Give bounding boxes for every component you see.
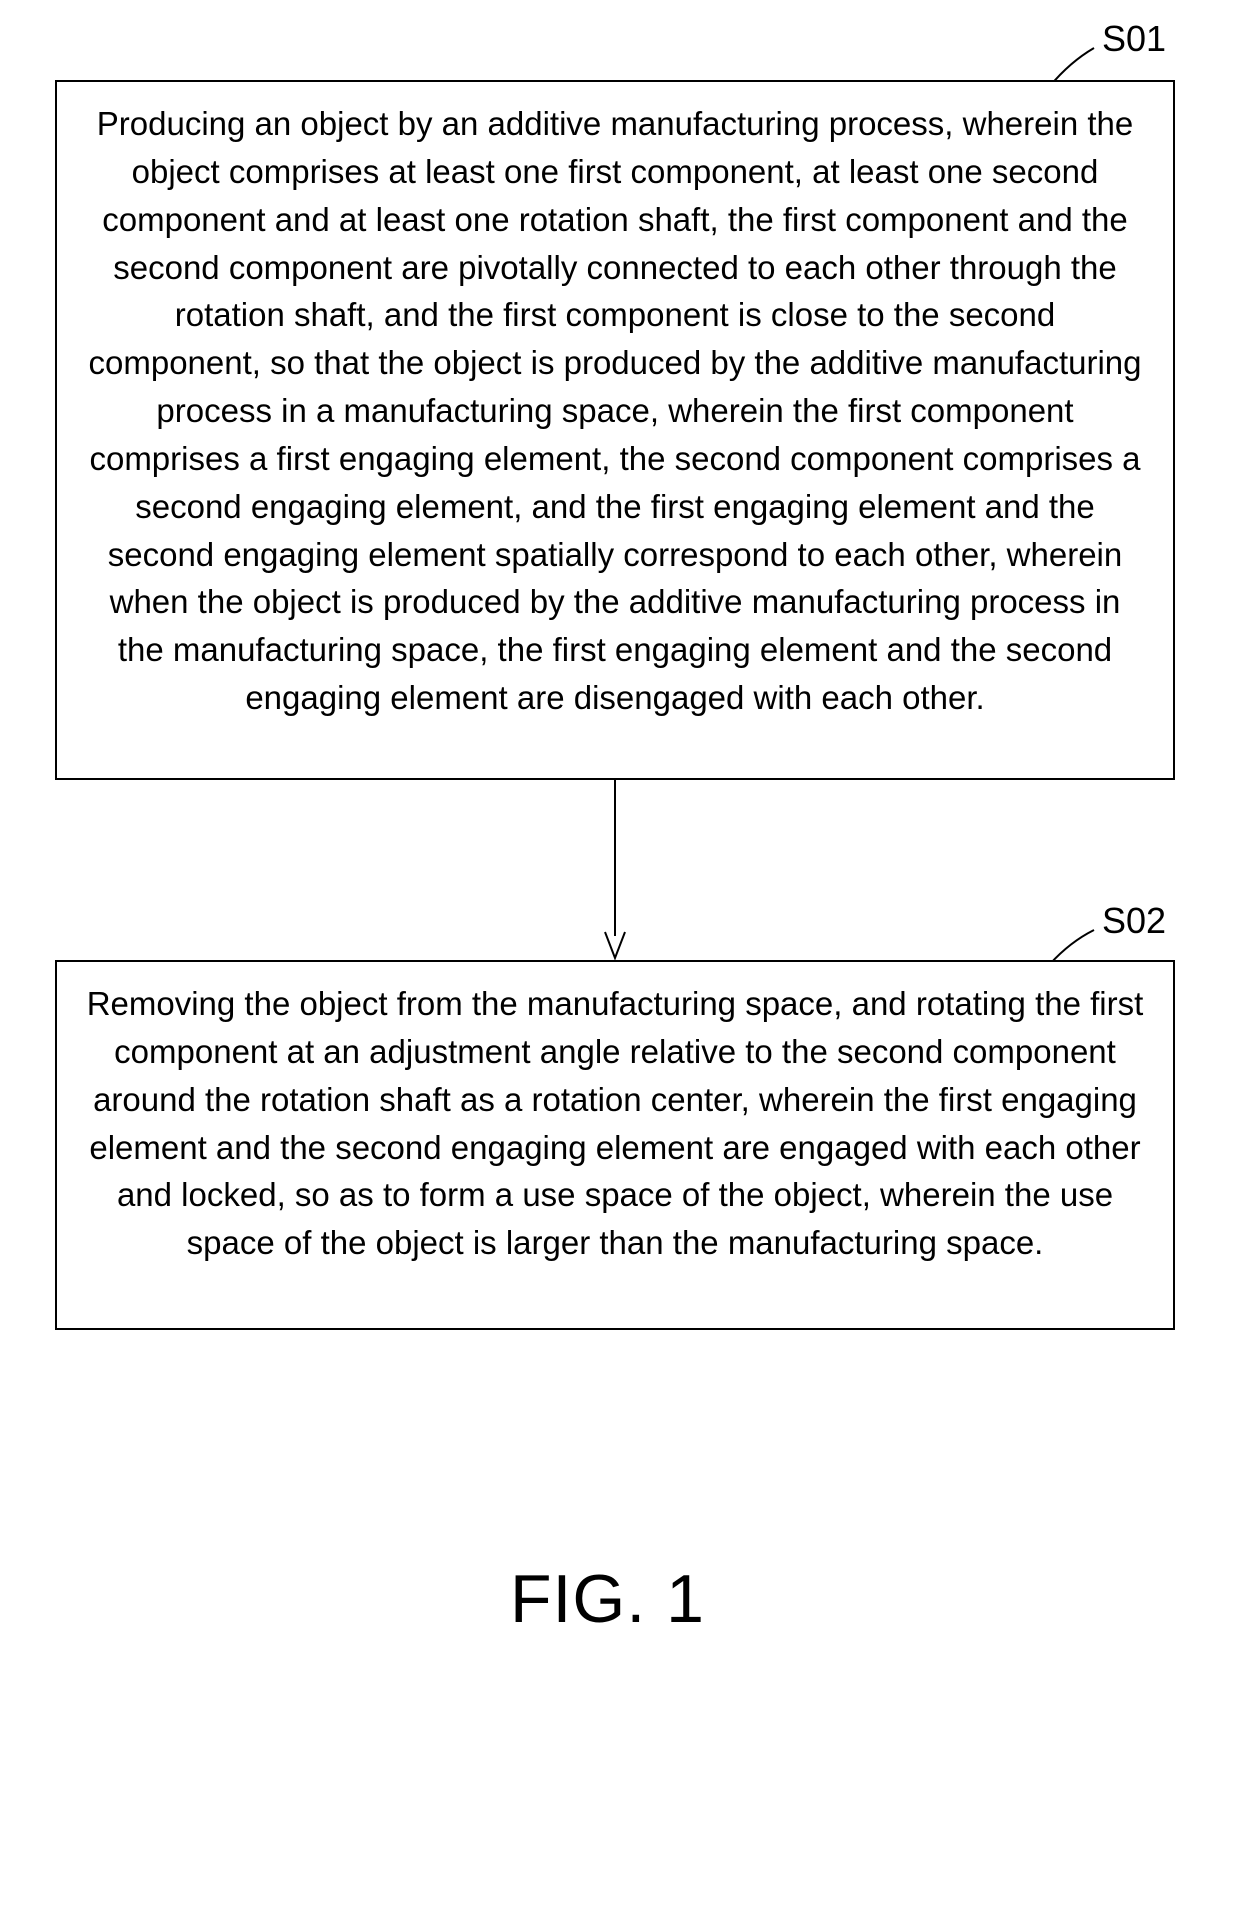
diagram-canvas: S01 Producing an object by an additive m… bbox=[0, 0, 1240, 1907]
arrow-shaft bbox=[614, 780, 616, 936]
step-box-s01: Producing an object by an additive manuf… bbox=[55, 80, 1175, 780]
arrow-head bbox=[604, 930, 626, 960]
step-label-s01: S01 bbox=[1102, 18, 1166, 60]
step-label-s01-text: S01 bbox=[1102, 18, 1166, 59]
step-box-s02-text: Removing the object from the manufacturi… bbox=[87, 985, 1144, 1261]
figure-title: FIG. 1 bbox=[510, 1560, 705, 1638]
step-box-s02: Removing the object from the manufacturi… bbox=[55, 960, 1175, 1330]
step-label-s02-text: S02 bbox=[1102, 900, 1166, 941]
step-box-s01-text: Producing an object by an additive manuf… bbox=[89, 105, 1142, 716]
figure-title-text: FIG. 1 bbox=[510, 1561, 705, 1637]
step-label-s02: S02 bbox=[1102, 900, 1166, 942]
